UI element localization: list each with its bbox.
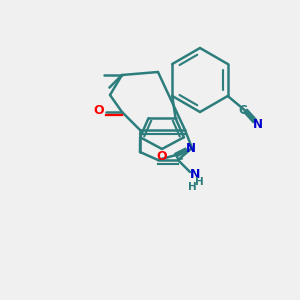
Text: N: N	[253, 118, 263, 130]
Text: H: H	[188, 182, 196, 192]
Text: C: C	[175, 149, 183, 163]
Text: N: N	[186, 142, 196, 154]
Text: C: C	[238, 103, 247, 116]
Text: O: O	[94, 104, 104, 118]
Text: N: N	[190, 167, 200, 181]
Text: H: H	[195, 177, 203, 187]
Text: O: O	[157, 149, 167, 163]
